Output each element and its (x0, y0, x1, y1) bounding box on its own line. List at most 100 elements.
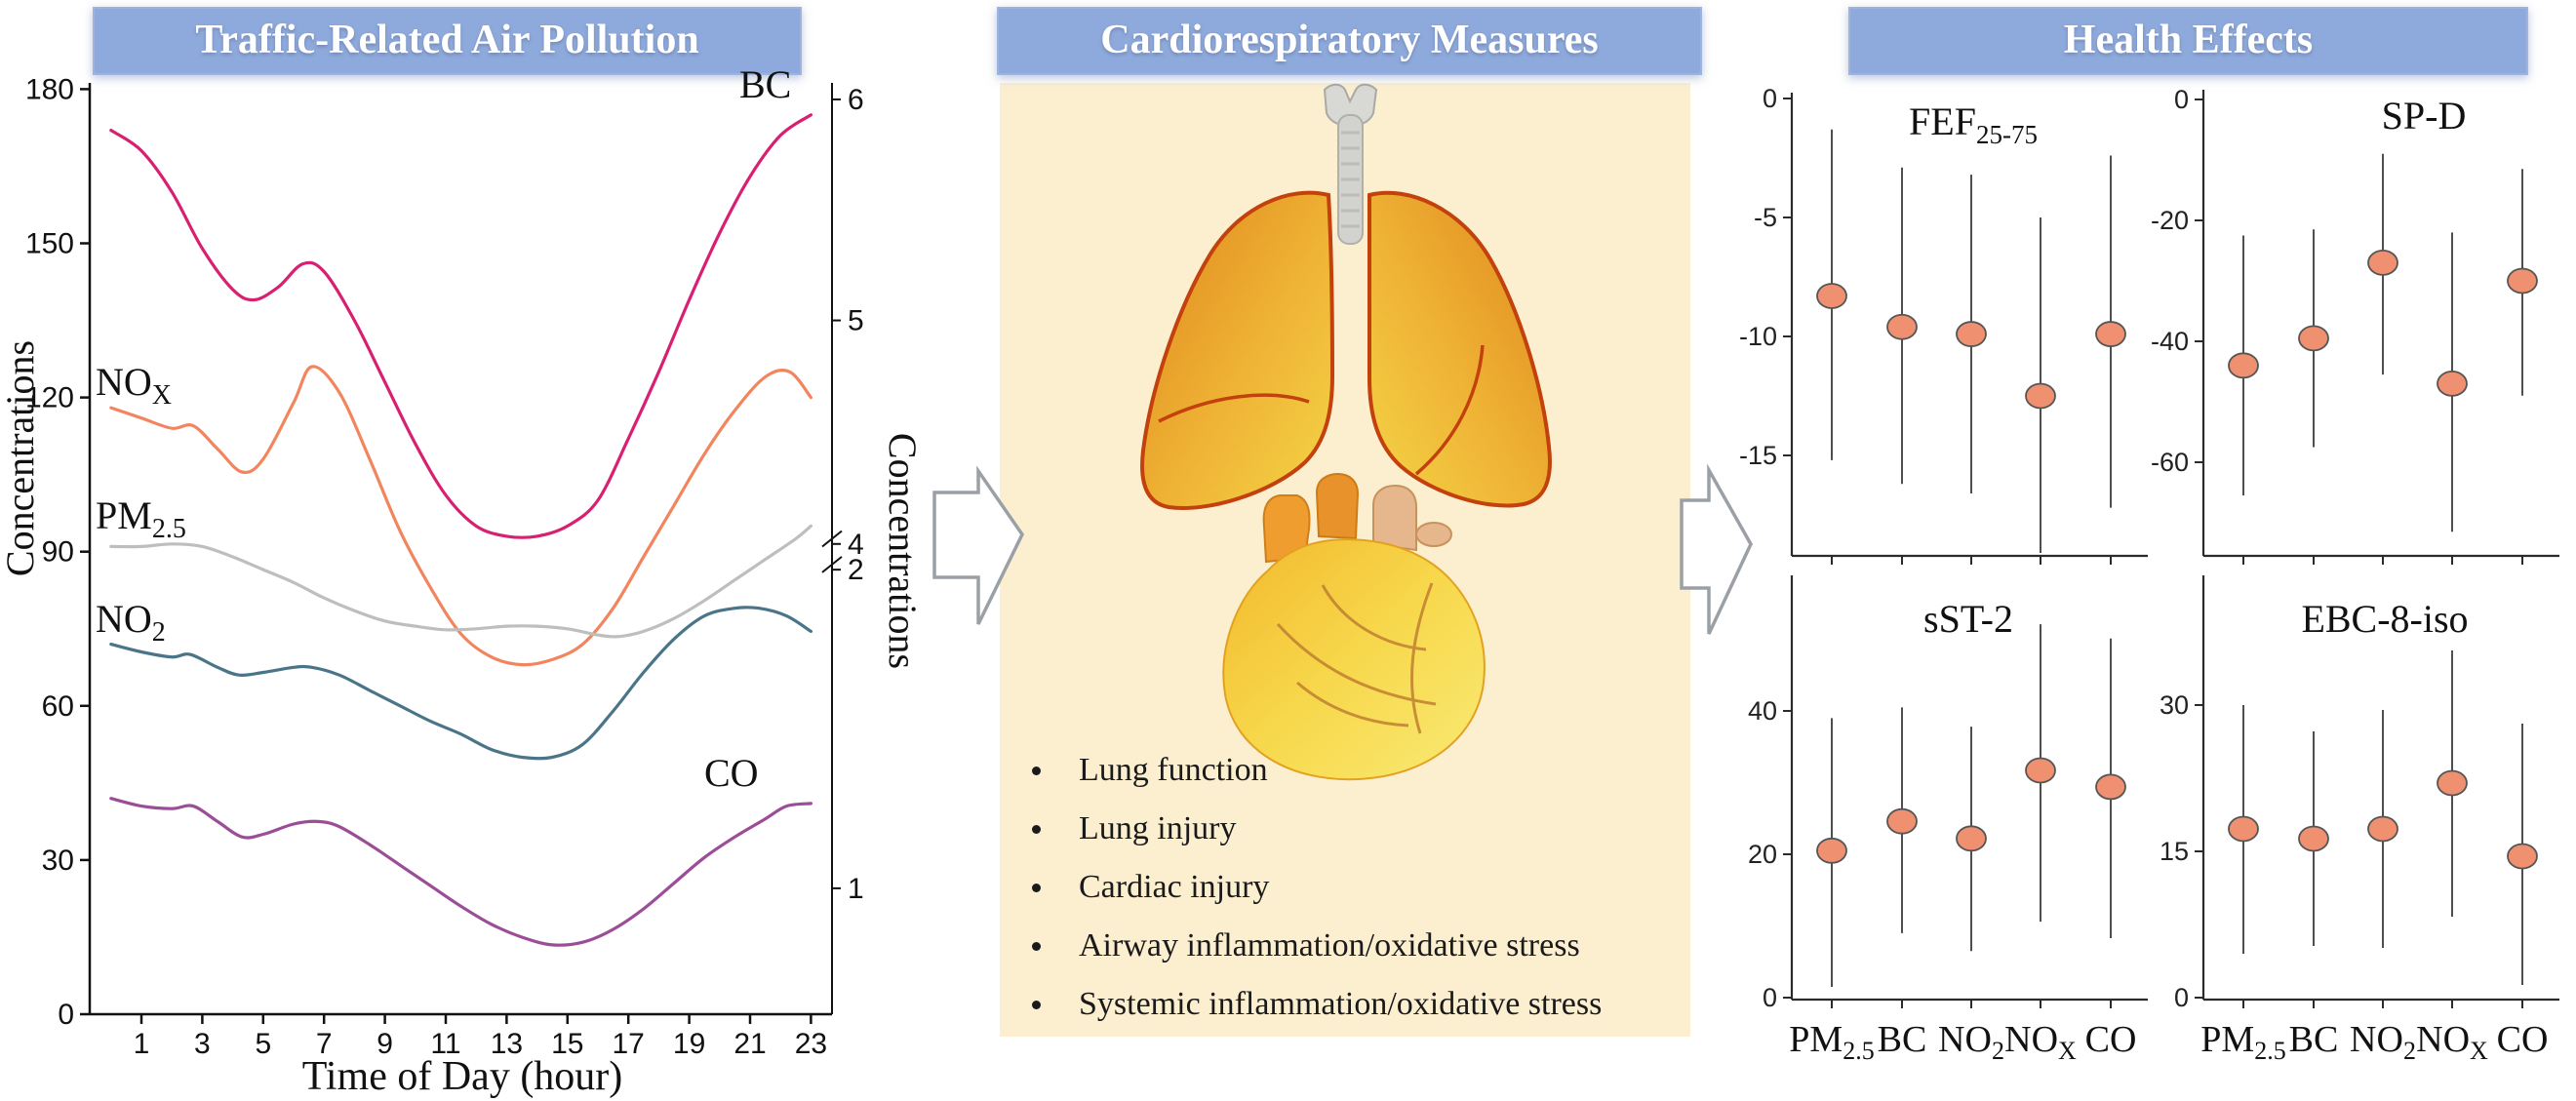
panel-title-cardio: Cardiorespiratory Measures (997, 7, 1702, 75)
svg-text:11: 11 (430, 1028, 460, 1060)
series-CO-label: CO (704, 751, 759, 795)
forest-plot-sST-2: 0 20 40 sST-2 PM2.5 BC NO2 NOX CO (1748, 575, 2148, 1065)
category-label-CO: CO (2497, 1019, 2549, 1060)
series-NOX-label: NOX (96, 360, 172, 411)
estimate-marker (2228, 815, 2259, 843)
svg-text:5: 5 (255, 1028, 271, 1060)
estimate-marker (1816, 837, 1847, 864)
svg-text:6: 6 (848, 84, 864, 116)
svg-text:-40: -40 (2151, 327, 2189, 356)
bullet-icon (1032, 1001, 1041, 1009)
category-label-PM2.5: PM2.5 (2200, 1019, 2285, 1065)
bullet-icon (1032, 767, 1041, 775)
category-label-NO2: NO2 (2350, 1019, 2416, 1065)
estimate-marker (2437, 769, 2468, 797)
estimate-marker (2025, 382, 2056, 410)
series-NO2-line (109, 606, 812, 761)
flow-arrow-1 (932, 465, 1025, 625)
panel-title-traffic: Traffic-Related Air Pollution (93, 7, 802, 75)
svg-text:0: 0 (1763, 983, 1777, 1012)
bullet-icon (1032, 825, 1041, 834)
bullet-label: Lung function (1079, 752, 1268, 788)
svg-text:23: 23 (795, 1028, 827, 1060)
forest-plot-FEF25-75: 0 -5 -10 -15 FEF25-75 (1739, 84, 2148, 565)
forest-title-SP-D: SP-D (2382, 94, 2467, 138)
estimate-marker (2298, 325, 2329, 352)
bullet-label: Cardiac injury (1079, 869, 1270, 905)
svg-text:40: 40 (1748, 696, 1777, 726)
flow-arrow-2 (1680, 463, 1753, 635)
category-label-NOX: NOX (2416, 1019, 2488, 1065)
svg-text:17: 17 (613, 1028, 645, 1060)
svg-text:7: 7 (316, 1028, 333, 1060)
vena-cava-icon (1372, 484, 1417, 552)
forest-title-EBC-8-iso: EBC-8-iso (2301, 597, 2468, 641)
measures-list: Lung function Lung injury Cardiac injury… (1022, 741, 1676, 1034)
series-NOX: NOX (96, 360, 812, 667)
lungs-illustration (1140, 83, 1552, 510)
series-PM2.5-line (109, 524, 812, 639)
svg-text:-15: -15 (1739, 441, 1777, 470)
series-PM2.5: PM2.5 (96, 493, 812, 639)
bullet-icon (1032, 884, 1041, 892)
forest-plot-SP-D: 0 -20 -40 -60 SP-D (2151, 85, 2559, 565)
series-NOX-line (109, 365, 812, 667)
estimate-marker (2507, 843, 2538, 870)
svg-text:-60: -60 (2151, 448, 2189, 477)
category-label-CO: CO (2085, 1019, 2137, 1060)
y-axis-title-right: Concentrations (881, 433, 925, 669)
svg-text:15: 15 (2160, 837, 2189, 866)
forest-title-sST-2: sST-2 (1923, 597, 2013, 641)
svg-text:60: 60 (42, 690, 74, 723)
svg-text:5: 5 (848, 305, 864, 337)
left-lung-fissure (1414, 344, 1485, 476)
list-item: Systemic inflammation/oxidative stress (1022, 975, 1676, 1034)
estimate-marker (2228, 352, 2259, 379)
svg-text:0: 0 (58, 999, 74, 1031)
svg-text:180: 180 (25, 73, 74, 105)
estimate-marker (1886, 313, 1918, 340)
estimate-marker (2437, 370, 2468, 397)
svg-text:13: 13 (491, 1028, 523, 1060)
svg-text:2: 2 (848, 554, 864, 586)
svg-text:9: 9 (376, 1028, 393, 1060)
series-BC: BC (109, 62, 812, 539)
estimate-marker (1816, 283, 1847, 309)
svg-text:1: 1 (134, 1028, 150, 1060)
estimate-marker (1956, 825, 1987, 852)
category-label-NO2: NO2 (1938, 1019, 2004, 1065)
svg-text:3: 3 (194, 1028, 211, 1060)
series-BC-line (109, 113, 812, 539)
list-item: Lung function (1022, 741, 1676, 800)
svg-text:30: 30 (42, 845, 74, 877)
svg-text:4: 4 (848, 529, 864, 561)
x-axis-title: Time of Day (hour) (302, 1054, 623, 1099)
svg-text:-5: -5 (1754, 203, 1777, 232)
left-lung-icon (1367, 190, 1552, 508)
vessel-stub-icon (1415, 522, 1452, 547)
panel-title-health: Health Effects (1848, 7, 2528, 75)
svg-text:0: 0 (2174, 983, 2189, 1012)
series-NO2-label: NO2 (96, 597, 166, 648)
svg-text:120: 120 (25, 382, 74, 414)
series-PM2.5-label: PM2.5 (96, 493, 186, 544)
estimate-marker (2095, 321, 2126, 347)
svg-text:-10: -10 (1739, 322, 1777, 351)
list-item: Cardiac injury (1022, 858, 1676, 917)
estimate-marker (1886, 807, 1918, 835)
bullet-icon (1032, 942, 1041, 951)
svg-text:19: 19 (673, 1028, 705, 1060)
series-NO2: NO2 (96, 597, 812, 761)
list-item: Lung injury (1022, 800, 1676, 858)
forest-plot-EBC-8-iso: 0 15 30 EBC-8-iso PM2.5 BC NO2 NOX CO (2160, 575, 2559, 1065)
bullet-label: Airway inflammation/oxidative stress (1079, 927, 1580, 963)
estimate-marker (2298, 825, 2329, 852)
heart-body-icon (1222, 538, 1486, 781)
category-label-BC: BC (2289, 1019, 2339, 1060)
right-lung-fissure (1158, 393, 1310, 423)
flow-arrows (932, 463, 1753, 635)
